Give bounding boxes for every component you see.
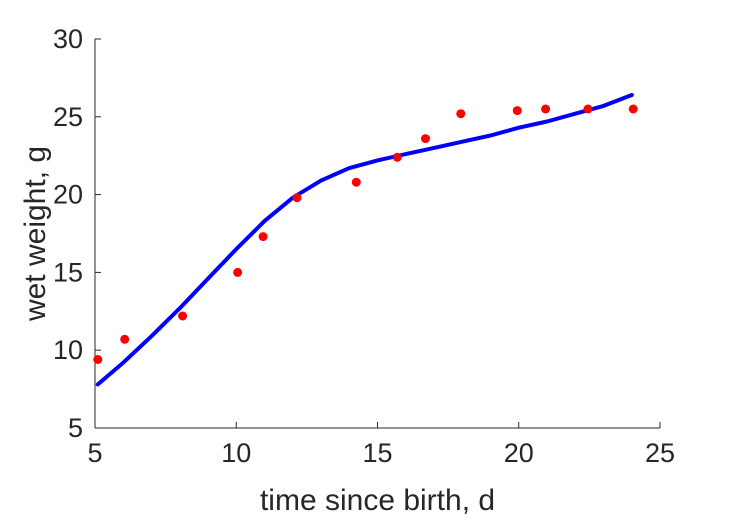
data-point [258,232,268,242]
data-point [512,106,522,116]
data-point [392,152,402,162]
data-point [120,334,130,344]
data-point [178,311,188,321]
x-tick-label: 10 [221,438,251,468]
y-axis-label: wet weight, g [19,146,52,322]
data-point [541,104,551,114]
y-ticks: 5 10 15 20 25 30 [53,24,101,443]
axes: 5 10 15 20 25 5 10 15 20 25 30 [53,24,675,468]
fit-curve [95,93,634,387]
plot-area [93,93,638,387]
x-axis-label: time since birth, d [260,484,495,517]
data-point [93,355,103,364]
x-ticks: 5 10 15 20 25 [87,422,675,468]
y-tick-label: 20 [53,180,83,210]
x-tick-label: 25 [645,438,675,468]
y-tick-label: 15 [53,257,83,287]
y-tick-label: 25 [53,102,83,132]
x-tick-label: 15 [362,438,392,468]
data-point [351,177,361,187]
data-point [628,104,638,114]
x-tick-label: 20 [504,438,534,468]
y-tick-label: 10 [53,335,83,365]
y-tick-label: 5 [68,413,83,443]
data-point [456,109,466,119]
y-tick-label: 30 [53,24,83,54]
data-point [583,104,593,114]
data-point [421,134,430,144]
data-point [233,267,243,277]
x-tick-label: 5 [87,438,102,468]
data-point [292,193,302,203]
